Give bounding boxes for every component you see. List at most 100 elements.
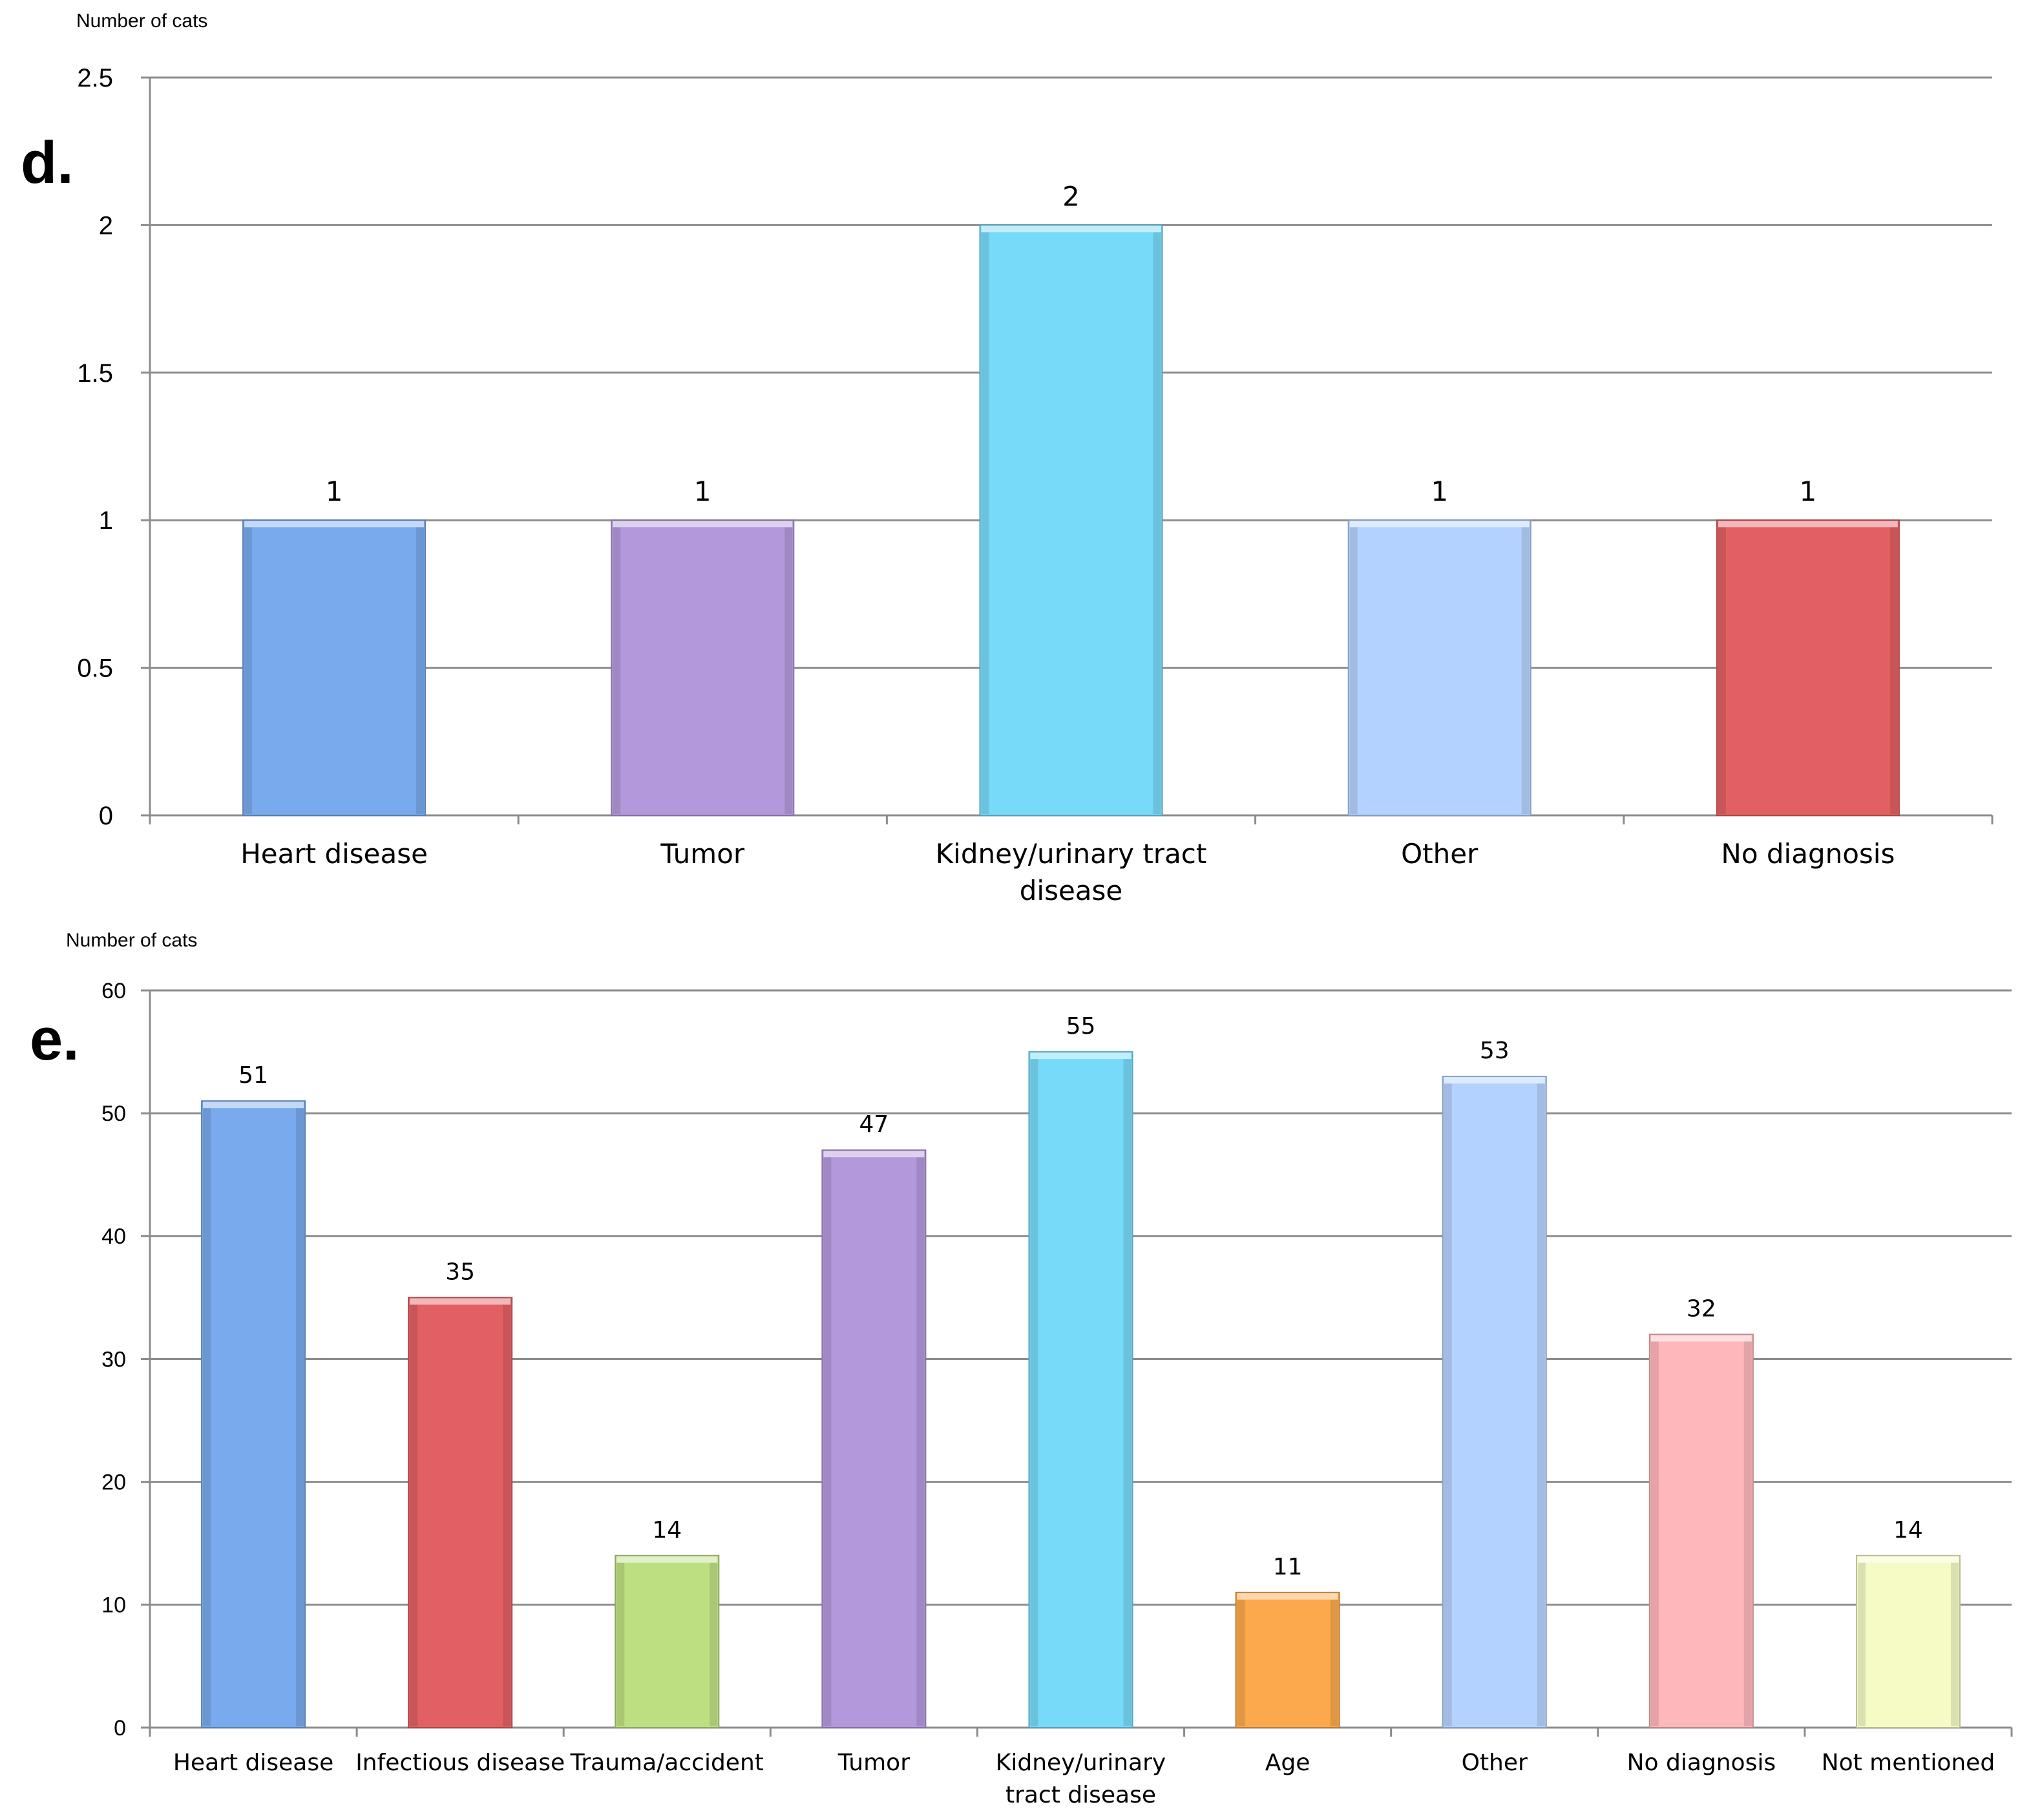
x-category-label-line: Kidney/urinary tract (936, 838, 1207, 870)
bar (979, 224, 1163, 816)
bar-shade-right (710, 1556, 718, 1726)
bar-highlight (1718, 521, 1898, 528)
bar-highlight (244, 521, 425, 528)
bar-shade-right (1950, 1556, 1959, 1726)
bar-group (1028, 1051, 1133, 1728)
x-category-label: Trauma/accident (570, 1750, 764, 1776)
x-category-label: Other (1462, 1750, 1528, 1776)
bar (201, 1100, 306, 1728)
data-label: 1 (326, 476, 343, 507)
panel-label: e. (30, 1007, 79, 1072)
bar (1648, 1334, 1754, 1728)
data-label: 2 (1062, 180, 1080, 212)
bar-shade-right (1521, 521, 1530, 814)
bar-shade-right (296, 1102, 304, 1726)
y-tick-label: 2 (99, 211, 113, 240)
data-label: 14 (652, 1517, 682, 1543)
x-category-label: Not mentioned (1822, 1750, 1995, 1776)
x-category-label: Other (1401, 838, 1479, 870)
bar-group (979, 224, 1163, 816)
bar-shade-right (1537, 1078, 1545, 1726)
bar (821, 1149, 927, 1728)
data-label: 55 (1066, 1013, 1096, 1040)
data-label: 1 (1800, 476, 1817, 507)
x-category-label: Infectious disease (355, 1750, 565, 1776)
y-tick-label: 30 (101, 1347, 126, 1372)
bar-shade-left (823, 1151, 832, 1726)
data-label: 53 (1480, 1038, 1510, 1064)
bar-group (1442, 1076, 1547, 1729)
x-category-label-line: Other (1401, 838, 1479, 870)
bar (615, 1554, 720, 1728)
x-category-label: Kidney/urinary tract disease (936, 838, 1207, 906)
data-label: 1 (694, 476, 711, 507)
bar-highlight (823, 1151, 925, 1158)
y-tick-label: 1.5 (77, 359, 113, 388)
x-category-label-line: Trauma/accident (570, 1750, 764, 1776)
x-category-label: No diagnosis (1627, 1750, 1776, 1776)
data-label: 47 (859, 1111, 889, 1138)
bar-group (1235, 1591, 1340, 1728)
data-label: 51 (238, 1062, 268, 1089)
x-category-label: Kidney/urinary tract disease (996, 1750, 1166, 1808)
bar-highlight (410, 1298, 511, 1305)
bar-shade-right (416, 521, 425, 814)
bar-shade-right (503, 1299, 511, 1726)
x-category-label-line: Not mentioned (1822, 1750, 1995, 1776)
bar-shade-left (981, 226, 989, 814)
bar-highlight (1237, 1593, 1338, 1600)
x-category-label-line: Tumor (837, 1750, 910, 1776)
y-tick-label: 20 (101, 1470, 126, 1495)
bar (1855, 1554, 1961, 1728)
y-tick-label: 2.5 (77, 64, 113, 92)
bar-highlight (203, 1102, 304, 1109)
y-tick-label: 1 (99, 507, 113, 535)
bar-group (615, 1554, 720, 1728)
x-category-label: Age (1265, 1750, 1310, 1776)
chart-e: e. Number of cats 0 10 20 30 40 50 60 51 Heart dis… (30, 930, 2013, 1808)
bar-group (821, 1149, 927, 1728)
bar-shade-left (1857, 1556, 1866, 1726)
x-category-label-line: disease (1020, 875, 1123, 906)
bar-group (611, 519, 795, 816)
bar-shade-right (1123, 1053, 1131, 1726)
bar-highlight (616, 1556, 718, 1563)
x-category-label: Tumor (837, 1750, 910, 1776)
x-category-label-line: Tumor (660, 838, 745, 870)
bar (1442, 1076, 1547, 1729)
bar (1347, 519, 1531, 816)
bar-shade-left (1444, 1078, 1452, 1726)
bar (408, 1297, 513, 1728)
bar-shade-left (244, 521, 253, 814)
x-category-label-line: No diagnosis (1721, 838, 1895, 870)
bar-highlight (1857, 1556, 1959, 1563)
y-tick-label: 60 (101, 979, 126, 1003)
bar-shade-left (1718, 521, 1726, 814)
chart-d: d. Number of cats 0 0.5 1 1.5 2 2.5 1 Heart disea… (21, 10, 1994, 906)
x-category-label-line: Infectious disease (355, 1750, 565, 1776)
bar-highlight (1650, 1335, 1752, 1342)
bar (1716, 519, 1900, 816)
bar-group (408, 1297, 513, 1728)
data-label: 11 (1273, 1554, 1303, 1580)
y-axis-title: Number of cats (76, 10, 207, 32)
bar-group (1855, 1554, 1961, 1728)
x-category-label-line: No diagnosis (1627, 1750, 1776, 1776)
data-label: 32 (1687, 1295, 1716, 1322)
y-tick-label: 0 (99, 802, 113, 830)
panel-label: d. (21, 130, 74, 196)
data-label: 1 (1431, 476, 1448, 507)
y-tick-label: 0 (114, 1716, 126, 1741)
bar-shade-left (616, 1556, 625, 1726)
bar-shade-left (613, 521, 621, 814)
x-category-label-line: Kidney/urinary (996, 1750, 1166, 1776)
y-tick-label: 40 (101, 1224, 126, 1249)
y-tick-label: 50 (101, 1102, 126, 1126)
bar-shade-left (203, 1102, 211, 1726)
data-label: 35 (445, 1259, 475, 1285)
bar-highlight (1349, 521, 1530, 528)
x-category-label-line: Other (1462, 1750, 1528, 1776)
bar (1235, 1591, 1340, 1728)
bar-group (1347, 519, 1531, 816)
